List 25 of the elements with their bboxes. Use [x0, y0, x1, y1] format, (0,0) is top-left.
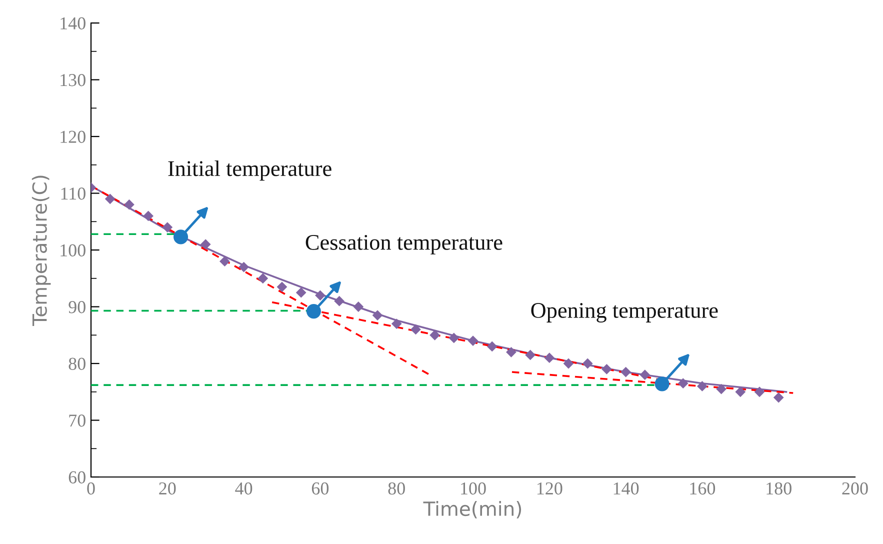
x-tick-label: 20 [159, 482, 176, 495]
x-tick-label: 80 [388, 482, 405, 495]
annotation: Initial temperature [168, 160, 332, 181]
annotation: Cessation temperature [306, 234, 502, 254]
x-tick-label: 200 [842, 482, 868, 495]
y-tick-label: 70 [69, 414, 86, 427]
x-tick-label: 140 [614, 482, 639, 495]
y-tick-label: 100 [60, 244, 86, 256]
x-tick-label: 160 [690, 482, 716, 495]
y-tick-label: 130 [60, 74, 86, 86]
x-tick-label: 120 [537, 482, 562, 495]
y-tick-label: 110 [61, 188, 86, 200]
x-tick-label: 180 [766, 482, 792, 495]
y-tick-label: 90 [68, 301, 86, 314]
x-tick-label: 40 [235, 482, 252, 495]
x-tick-label: 60 [312, 482, 329, 495]
x-tick-label: 0 [87, 482, 95, 495]
annotation: Opening temperature [531, 302, 718, 322]
y-tick-label: 80 [68, 358, 86, 370]
y-axis-title: Temperature(C) [32, 176, 51, 326]
y-tick-label: 140 [60, 17, 86, 30]
x-axis-title: Time(min) [423, 501, 522, 518]
y-tick-label: 120 [60, 130, 86, 143]
y-tick-label: 60 [68, 471, 86, 484]
x-tick-label: 100 [461, 482, 486, 495]
